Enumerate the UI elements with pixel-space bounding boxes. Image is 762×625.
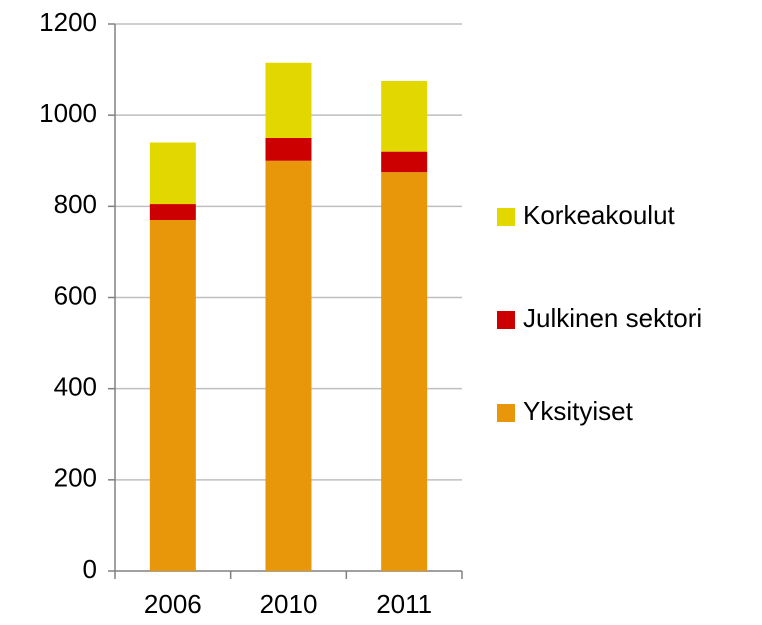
y-tick-label: 0 — [83, 554, 97, 584]
legend-swatch — [497, 404, 515, 422]
bar-segment — [265, 160, 312, 571]
y-tick-label: 800 — [54, 189, 97, 219]
bar-segment — [149, 220, 196, 571]
bar-segment — [149, 142, 196, 205]
y-tick-label: 400 — [54, 372, 97, 402]
legend-swatch — [497, 208, 515, 226]
x-tick-label: 2006 — [144, 589, 202, 619]
legend-swatch — [497, 311, 515, 329]
legend-label: Yksityiset — [523, 396, 634, 426]
y-tick-label: 600 — [54, 280, 97, 310]
y-tick-label: 1200 — [39, 7, 97, 37]
legend-label: Korkeakoulut — [523, 200, 676, 230]
y-tick-label: 1000 — [39, 98, 97, 128]
bar-segment — [265, 62, 312, 138]
bar-segment — [381, 80, 428, 152]
x-tick-label: 2011 — [376, 589, 432, 619]
legend-label: Julkinen sektori — [523, 303, 702, 333]
x-tick-label: 2010 — [260, 589, 318, 619]
y-tick-label: 200 — [54, 463, 97, 493]
bar-segment — [381, 151, 428, 173]
bar-segment — [381, 172, 428, 572]
bar-segment — [149, 204, 196, 221]
bar-segment — [265, 137, 312, 161]
